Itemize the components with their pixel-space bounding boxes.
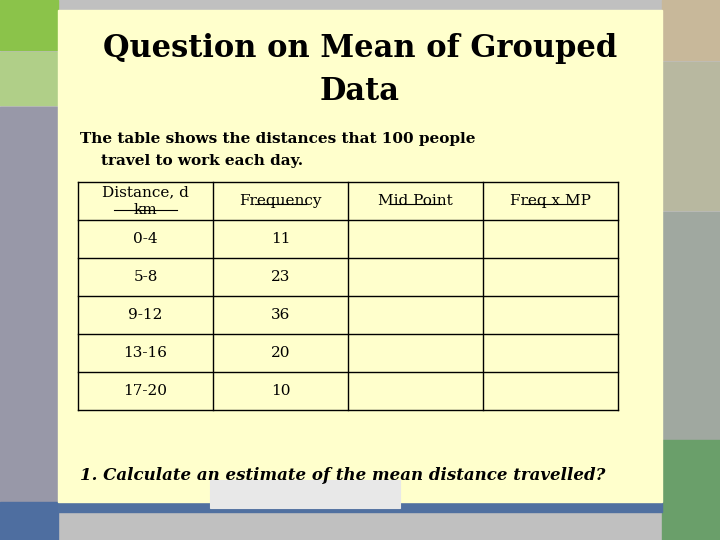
Text: Mid Point: Mid Point	[378, 194, 453, 208]
Bar	[662, 440, 720, 540]
Bar	[0, 502, 58, 540]
Bar	[58, 10, 662, 502]
Text: Question on Mean of Grouped
Data: Question on Mean of Grouped Data	[103, 33, 617, 107]
Text: The table shows the distances that 100 people
    travel to work each day.: The table shows the distances that 100 p…	[80, 132, 475, 168]
Text: 9-12: 9-12	[128, 308, 163, 322]
Text: 1. Calculate an estimate of the mean distance travelled?: 1. Calculate an estimate of the mean dis…	[80, 467, 606, 483]
Bar	[0, 0, 58, 50]
Text: Distance, d
km: Distance, d km	[102, 185, 189, 217]
Text: 23: 23	[271, 270, 290, 284]
Bar	[662, 62, 720, 210]
Text: 0-4: 0-4	[133, 232, 158, 246]
Text: 13-16: 13-16	[124, 346, 168, 360]
Text: 11: 11	[271, 232, 290, 246]
Text: 36: 36	[271, 308, 290, 322]
Text: 5-8: 5-8	[133, 270, 158, 284]
Text: 10: 10	[271, 384, 290, 398]
Bar	[662, 212, 720, 440]
Bar	[58, 502, 662, 512]
Bar	[0, 52, 58, 105]
Bar	[662, 0, 720, 60]
Text: Freq x MP: Freq x MP	[510, 194, 591, 208]
Text: 17-20: 17-20	[124, 384, 168, 398]
Bar	[0, 107, 58, 502]
Text: 20: 20	[271, 346, 290, 360]
Text: Frequency: Frequency	[239, 194, 322, 208]
Bar	[210, 480, 400, 508]
